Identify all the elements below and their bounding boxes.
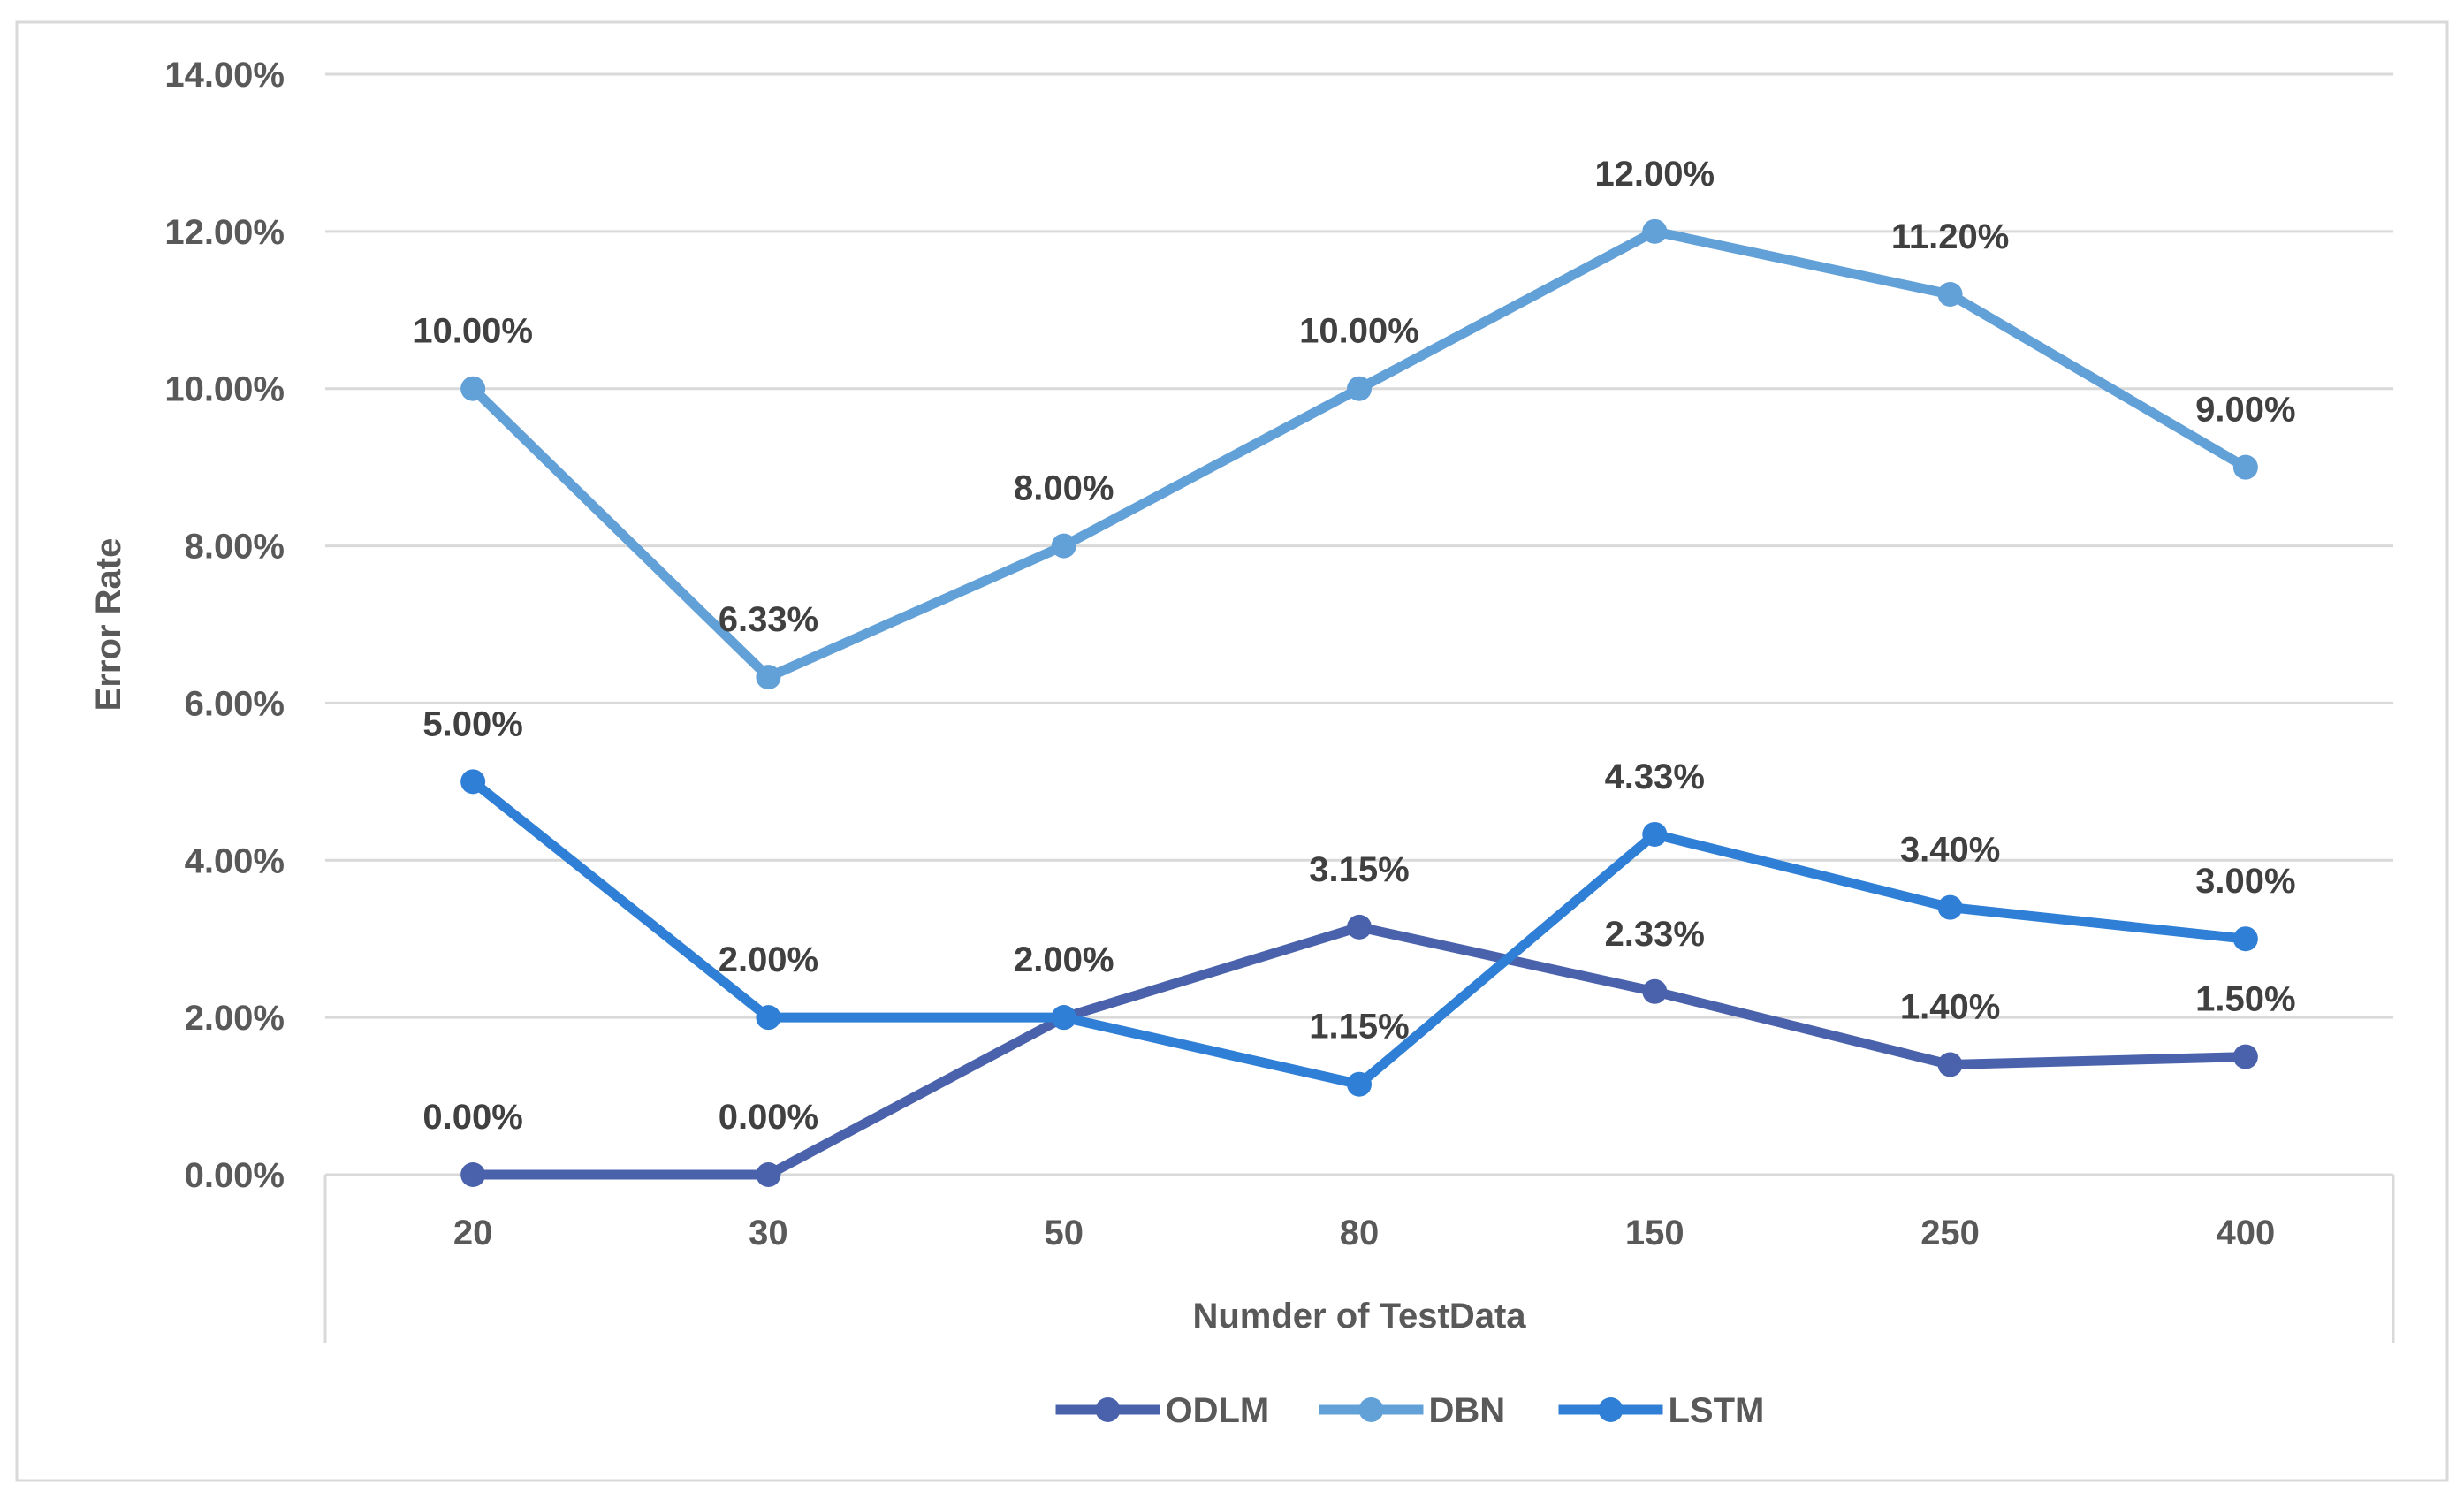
data-point-lstm <box>1051 1005 1076 1031</box>
y-tick-label: 8.00% <box>185 528 285 567</box>
data-point-lstm <box>1937 894 1963 920</box>
chart-border <box>15 20 2449 1482</box>
data-point-odlm <box>1347 914 1372 940</box>
y-tick-label: 12.00% <box>164 213 285 252</box>
data-label-dbn: 10.00% <box>1299 312 1419 351</box>
data-label-lstm: 2.00% <box>719 940 818 979</box>
axes: 0.00% 2.00% 4.00% 6.00% 8.00% 10.00% 12.00% 14.… <box>164 56 2395 1343</box>
data-point-dbn <box>756 665 781 690</box>
x-tick-label: 400 <box>2216 1214 2275 1252</box>
x-tick-label: 50 <box>1044 1214 1084 1252</box>
legend-label: ODLM <box>1166 1391 1270 1430</box>
y-tick-label: 4.00% <box>185 841 285 880</box>
y-tick-label: 10.00% <box>164 370 285 409</box>
x-axis-title: Numder of TestData <box>1192 1297 1526 1336</box>
axis-titles: Numder of TestData Error Rate <box>89 538 1526 1336</box>
legend-label: DBN <box>1429 1391 1506 1430</box>
data-point-lstm <box>2232 926 2258 952</box>
data-label-odlm: 3.15% <box>1309 850 1409 889</box>
data-label-odlm: 0.00% <box>719 1098 818 1137</box>
data-point-dbn <box>1642 218 1668 244</box>
data-label-dbn: 8.00% <box>1014 469 1114 508</box>
data-point-lstm <box>1347 1071 1372 1097</box>
data-labels: 0.00% 0.00% 2.00% 3.15% 2.33% 1.40% 1.50% 10.00… <box>413 155 2295 1137</box>
data-label-odlm: 1.40% <box>1900 988 2000 1027</box>
data-label-dbn: 9.00% <box>2195 391 2295 430</box>
data-point-lstm <box>756 1005 781 1031</box>
legend: ODLM DBN LSTM <box>1055 1391 1765 1430</box>
x-tick-label: 150 <box>1625 1214 1684 1252</box>
data-point-lstm <box>460 769 486 795</box>
legend-item-odlm: ODLM <box>1055 1391 1270 1430</box>
data-point-dbn <box>460 376 486 401</box>
data-label-odlm: 1.50% <box>2195 980 2295 1019</box>
data-point-dbn <box>1347 376 1372 401</box>
data-point-odlm <box>1642 978 1668 1004</box>
x-tick-label: 250 <box>1920 1214 1980 1252</box>
data-point-dbn <box>2232 454 2258 480</box>
data-label-lstm: 5.00% <box>422 704 522 743</box>
y-tick-label: 2.00% <box>185 999 285 1038</box>
series-lines <box>460 218 2258 1187</box>
legend-item-lstm: LSTM <box>1558 1391 1765 1430</box>
data-label-lstm: 1.15% <box>1309 1008 1409 1047</box>
data-label-lstm: 2.00% <box>1014 940 1114 979</box>
y-axis-title: Error Rate <box>89 538 128 712</box>
x-tick-label: 20 <box>453 1214 493 1252</box>
data-point-dbn <box>1937 282 1963 307</box>
data-point-odlm <box>756 1162 781 1187</box>
data-label-odlm: 2.00% <box>1014 940 1114 979</box>
x-tick-label: 30 <box>749 1214 788 1252</box>
legend-label: LSTM <box>1669 1391 1765 1430</box>
data-point-lstm <box>1642 821 1668 847</box>
data-point-odlm <box>1937 1052 1963 1077</box>
legend-swatch-marker <box>1358 1397 1384 1422</box>
y-tick-label: 0.00% <box>185 1156 285 1195</box>
data-point-dbn <box>1051 533 1076 559</box>
y-tick-label: 14.00% <box>164 56 285 95</box>
x-tick-label: 80 <box>1340 1214 1380 1252</box>
data-label-dbn: 6.33% <box>719 600 818 639</box>
y-tick-label: 6.00% <box>185 684 285 723</box>
legend-swatch-marker <box>1095 1397 1121 1422</box>
data-label-lstm: 3.00% <box>2195 862 2295 901</box>
data-label-lstm: 3.40% <box>1900 831 2000 870</box>
data-label-dbn: 10.00% <box>413 312 533 351</box>
data-label-odlm: 2.33% <box>1605 915 1705 954</box>
data-point-odlm <box>460 1162 486 1187</box>
legend-swatch-marker <box>1598 1397 1624 1422</box>
data-point-odlm <box>2232 1044 2258 1069</box>
data-label-dbn: 12.00% <box>1594 155 1715 194</box>
data-label-lstm: 4.33% <box>1605 757 1705 796</box>
data-label-dbn: 11.20% <box>1891 217 2009 256</box>
legend-item-dbn: DBN <box>1319 1391 1506 1430</box>
data-label-odlm: 0.00% <box>422 1098 522 1137</box>
